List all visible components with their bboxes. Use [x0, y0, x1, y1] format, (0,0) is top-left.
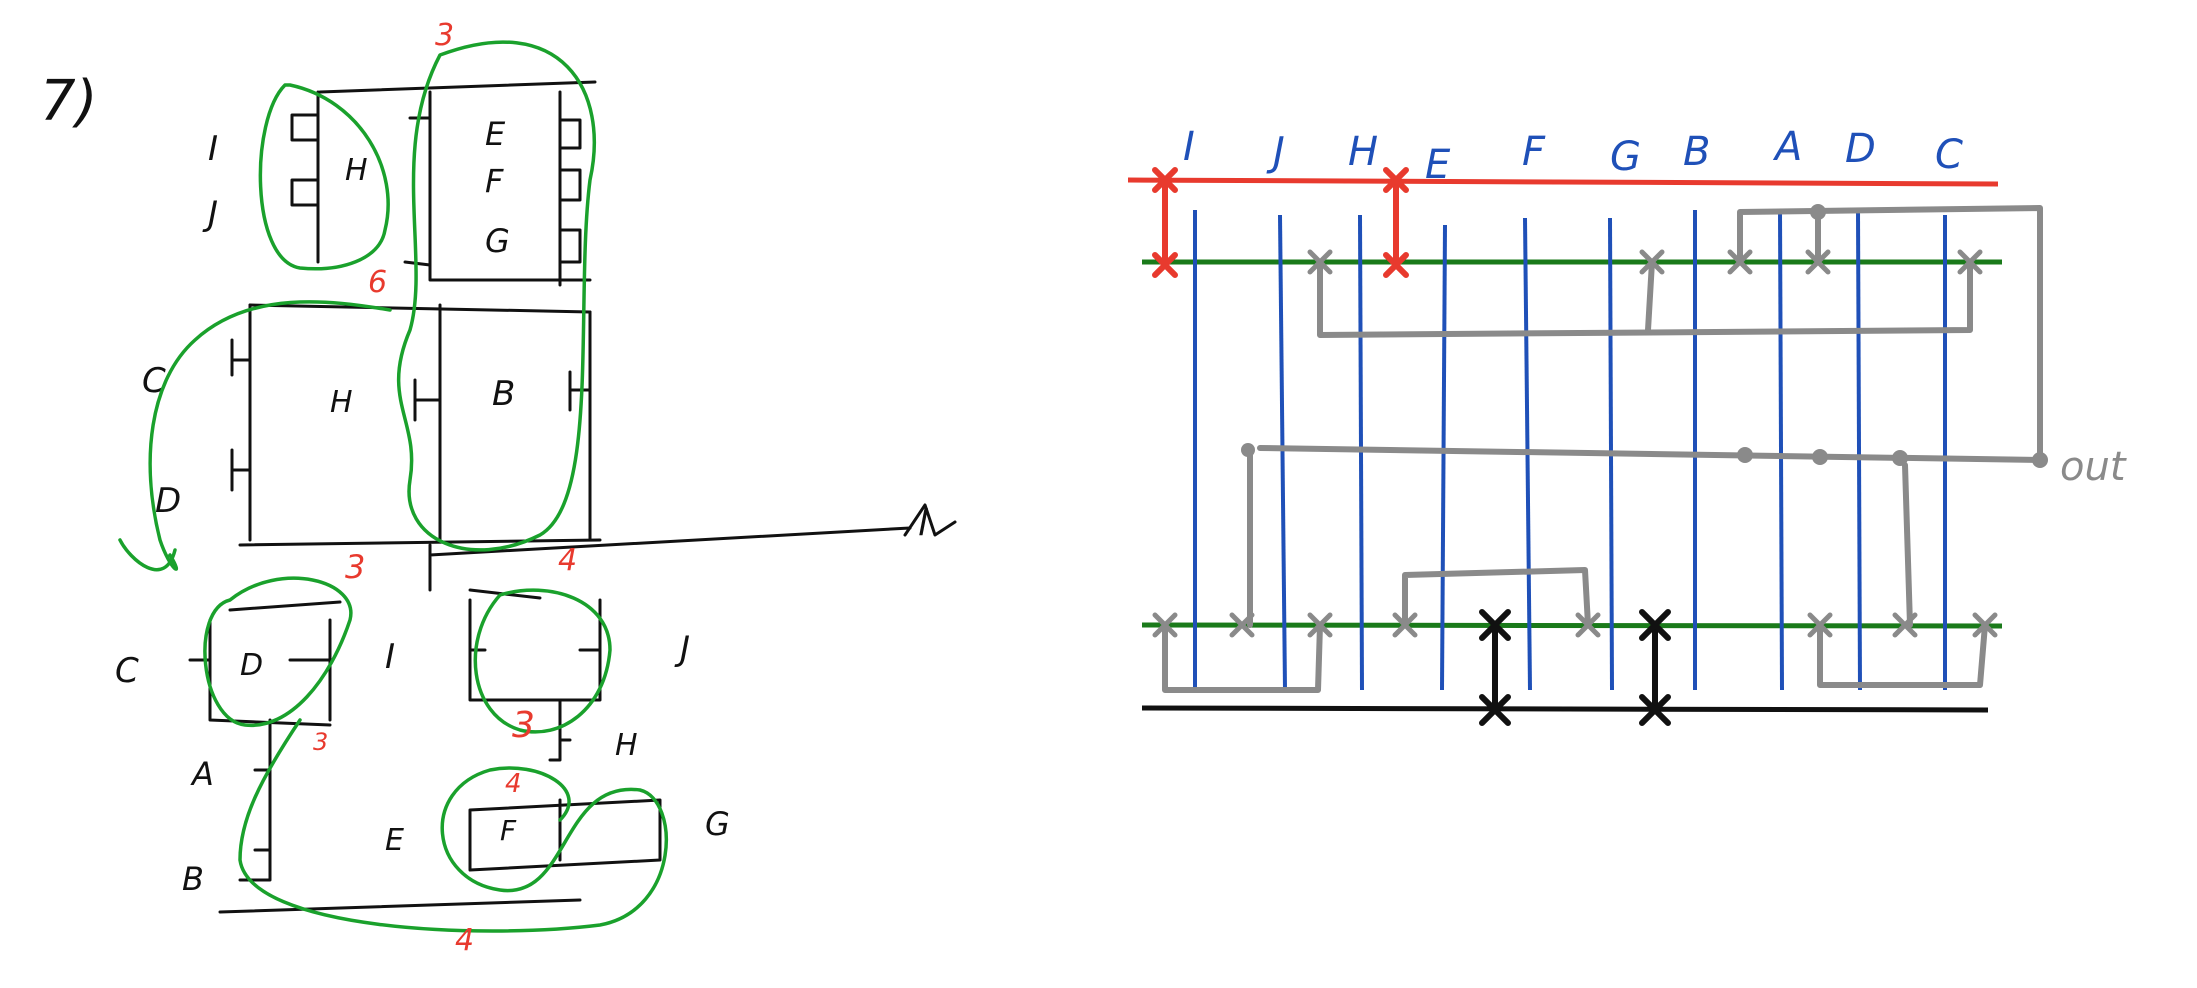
- pu-input-G: G: [485, 222, 510, 260]
- pu-input-F: F: [485, 162, 504, 200]
- pd-input-G: G: [705, 805, 730, 843]
- pd-input-I: I: [385, 637, 395, 677]
- group-number-labels: 3 6 3 4 3 3 4 4: [313, 18, 577, 958]
- pu-center-mark: H: [330, 385, 353, 420]
- column-label-G: G: [1610, 134, 1641, 180]
- pu-input-B: B: [492, 374, 515, 414]
- gray-dots: [1241, 204, 2048, 468]
- group-label: 3: [512, 705, 535, 746]
- column-label-H: H: [1348, 129, 1378, 175]
- pd-input-J: J: [674, 629, 690, 669]
- column-label-I: I: [1183, 124, 1195, 170]
- gnd-rail: [1141, 705, 1989, 713]
- column-label-E: E: [1425, 142, 1451, 188]
- output-node-label: l: [918, 503, 928, 544]
- column-label-C: C: [1935, 132, 1963, 178]
- poly-columns: [1193, 209, 1947, 691]
- group-label: 3: [313, 728, 328, 756]
- pd-input-B: B: [182, 860, 204, 898]
- pu-input-D: D: [155, 481, 181, 521]
- pd-input-E: E: [385, 823, 404, 858]
- problem-number: 7): [40, 69, 97, 134]
- ndiff-line: [1141, 622, 2003, 629]
- column-label-A: A: [1772, 124, 1802, 170]
- vdd-contacts: [1152, 167, 1409, 278]
- group-label: 3: [345, 548, 365, 586]
- output-label: out: [2060, 444, 2127, 490]
- pu-input-H: H: [345, 153, 368, 188]
- pd-input-C: C: [115, 651, 139, 691]
- pd-input-A: A: [190, 755, 214, 793]
- column-label-F: F: [1522, 129, 1546, 175]
- pd-input-F: F: [500, 814, 517, 847]
- vdd-rail: [1127, 177, 1999, 187]
- pull-up-network: I J H E F G C D B H l: [118, 40, 957, 592]
- pu-input-I: I: [208, 129, 218, 169]
- pu-input-C: C: [142, 361, 166, 401]
- group-label: 4: [505, 769, 522, 799]
- pull-down-network: C D I J H A B E F G: [115, 576, 730, 933]
- gnd-contacts: [1479, 609, 1671, 726]
- pu-input-J: J: [202, 194, 218, 234]
- pu-input-E: E: [485, 115, 506, 153]
- pd-input-H: H: [615, 728, 638, 763]
- metal-routing: [1162, 205, 2043, 693]
- column-label-D: D: [1845, 126, 1876, 172]
- group-label: 3: [435, 18, 454, 53]
- gray-contacts: [1152, 249, 1998, 638]
- group-label: 4: [558, 543, 577, 578]
- group-label: 4: [455, 923, 474, 958]
- pd-input-D: D: [240, 648, 263, 683]
- column-label-J: J: [1266, 129, 1285, 175]
- group-label: 6: [368, 265, 387, 300]
- stick-diagram: I J H E F G B A D C: [1127, 124, 2127, 726]
- column-label-B: B: [1683, 129, 1710, 175]
